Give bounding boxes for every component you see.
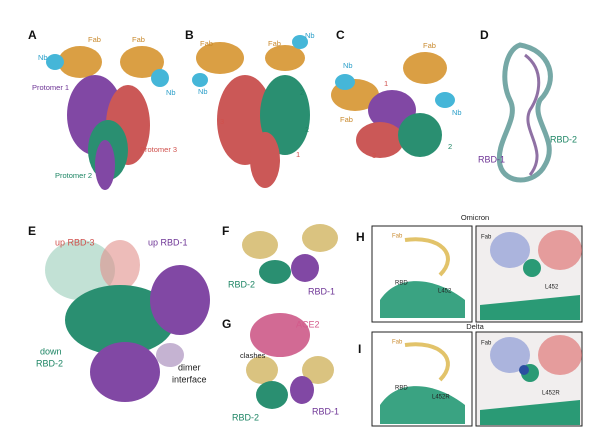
label: Fab	[481, 341, 492, 347]
label: Fab	[392, 234, 403, 240]
label: Nb	[305, 31, 315, 40]
label: RBD-2	[228, 279, 255, 289]
label: RBD-2	[232, 412, 259, 422]
label: L452	[545, 285, 559, 291]
panel-letter: B	[185, 28, 194, 42]
panel-title: Delta	[466, 322, 484, 331]
label: Fab	[268, 39, 281, 48]
label: Fab	[132, 35, 145, 44]
label: Fab	[423, 41, 436, 50]
panel-letter: D	[480, 28, 489, 42]
label: 3	[220, 117, 224, 126]
label: Fab	[392, 340, 403, 346]
label: 2	[448, 142, 452, 151]
label: L452R	[432, 395, 450, 401]
label: 1	[296, 150, 300, 159]
label: Nb	[166, 88, 176, 97]
label: L452	[438, 289, 452, 295]
panel-letter: G	[222, 317, 231, 331]
label: RBD-2	[550, 134, 577, 144]
panel-letter: F	[222, 224, 229, 238]
panel-title: Omicron	[461, 213, 489, 222]
panel-letter: A	[28, 28, 37, 42]
panel-letter: H	[356, 230, 365, 244]
label: Protomer 2	[55, 171, 92, 180]
label: Protomer 3	[140, 145, 177, 154]
panel-letter: E	[28, 224, 36, 238]
label: Protomer 1	[32, 83, 69, 92]
label: RBD-2	[36, 358, 63, 368]
label: up RBD-3	[55, 237, 95, 247]
label: Nb	[38, 53, 48, 62]
zoom-boxes	[371, 225, 583, 427]
label: Nb	[198, 87, 208, 96]
labels: A Fab Fab Nb Nb Protomer 1 Protomer 3 Pr…	[28, 28, 577, 422]
label: interface	[172, 374, 207, 384]
label: L452R	[542, 391, 560, 397]
structures	[45, 35, 553, 409]
label: clashes	[240, 351, 266, 360]
label: RBD	[395, 386, 408, 392]
label: 2	[300, 88, 304, 97]
label: ACE2	[296, 319, 320, 329]
label: 1	[384, 79, 388, 88]
label: dimer	[178, 362, 201, 372]
label: Fab	[200, 39, 213, 48]
panel-letter: I	[358, 342, 361, 356]
label: RBD	[395, 281, 408, 287]
label: down	[40, 346, 62, 356]
label: 3	[372, 151, 376, 160]
panel-letter: C	[336, 28, 345, 42]
label: Fab	[88, 35, 101, 44]
label: Nb	[343, 61, 353, 70]
label: Fab	[481, 235, 492, 241]
label: 2	[305, 125, 309, 134]
label: RBD-1	[308, 286, 335, 296]
label: RBD-1	[478, 154, 505, 164]
label: Nb	[452, 108, 462, 117]
label: up RBD-1	[148, 237, 188, 247]
label: RBD-1	[312, 406, 339, 416]
label: Fab	[340, 115, 353, 124]
